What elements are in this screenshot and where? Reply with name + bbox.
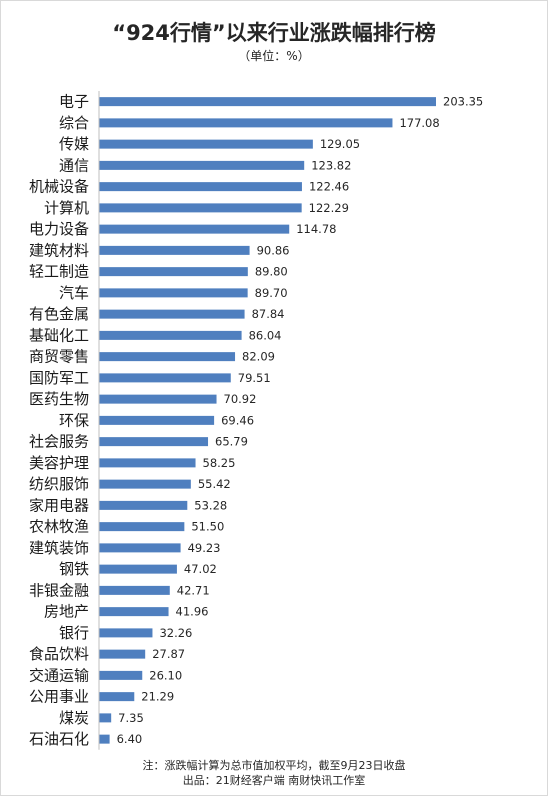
category-label: 农林牧渔 xyxy=(29,518,89,536)
value-label: 47.02 xyxy=(184,562,217,576)
category-label: 食品饮料 xyxy=(29,645,89,663)
value-label: 114.78 xyxy=(296,222,336,236)
bar-23 xyxy=(99,585,170,595)
value-label: 203.35 xyxy=(443,95,483,109)
bar-22 xyxy=(99,564,177,574)
category-label: 环保 xyxy=(59,411,89,429)
bar-14 xyxy=(99,394,217,404)
bar-19 xyxy=(99,500,188,510)
bar-26 xyxy=(99,649,146,659)
bar-28 xyxy=(99,692,135,702)
bar-11 xyxy=(99,330,242,340)
category-label: 医药生物 xyxy=(29,390,89,408)
bar-16 xyxy=(99,437,209,447)
value-label: 32.26 xyxy=(159,626,192,640)
bar-29 xyxy=(99,713,112,723)
bar-0 xyxy=(99,97,436,107)
bar-27 xyxy=(99,670,143,680)
category-label: 煤炭 xyxy=(59,709,89,727)
category-label: 综合 xyxy=(59,114,89,132)
value-label: 6.40 xyxy=(117,732,143,746)
footnote: 注：涨跌幅计算为总市值加权平均，截至9月23日收盘 xyxy=(142,759,406,772)
value-label: 82.09 xyxy=(242,350,275,364)
category-label: 公用事业 xyxy=(29,688,89,706)
bar-30 xyxy=(99,734,110,744)
bar-18 xyxy=(99,479,191,489)
value-label: 27.87 xyxy=(152,647,185,661)
bar-10 xyxy=(99,309,245,319)
bar-8 xyxy=(99,267,248,277)
value-label: 41.96 xyxy=(176,605,209,619)
bar-13 xyxy=(99,373,231,383)
category-label: 石油石化 xyxy=(29,730,89,748)
category-label: 传媒 xyxy=(59,135,89,153)
value-label: 55.42 xyxy=(198,477,231,491)
category-label: 美容护理 xyxy=(29,454,89,472)
bar-9 xyxy=(99,288,248,298)
value-label: 26.10 xyxy=(149,668,182,682)
category-label: 国防军工 xyxy=(29,369,89,387)
category-label: 建筑装饰 xyxy=(29,539,89,557)
value-label: 70.92 xyxy=(224,392,257,406)
value-label: 53.28 xyxy=(194,498,227,512)
bar-2 xyxy=(99,139,313,149)
category-label: 银行 xyxy=(59,624,89,642)
value-label: 79.51 xyxy=(238,371,271,385)
value-label: 90.86 xyxy=(257,243,290,257)
value-label: 65.79 xyxy=(215,435,248,449)
category-label: 房地产 xyxy=(44,603,89,621)
category-label: 钢铁 xyxy=(59,560,89,578)
value-label: 49.23 xyxy=(188,541,221,555)
value-label: 58.25 xyxy=(203,456,236,470)
value-label: 42.71 xyxy=(177,583,210,597)
category-label: 非银金融 xyxy=(29,581,89,599)
bar-7 xyxy=(99,245,250,255)
source-credit: 出品：21财经客户端 南财快讯工作室 xyxy=(182,774,366,787)
category-label: 汽车 xyxy=(59,284,89,302)
category-label: 纺织服饰 xyxy=(29,475,89,493)
value-label: 7.35 xyxy=(118,711,144,725)
category-label: 交通运输 xyxy=(29,666,89,684)
value-label: 122.29 xyxy=(309,201,349,215)
category-label: 通信 xyxy=(59,156,89,174)
bar-6 xyxy=(99,224,290,234)
value-label: 89.70 xyxy=(255,286,288,300)
value-label: 89.80 xyxy=(255,265,288,279)
bar-21 xyxy=(99,543,181,553)
value-label: 86.04 xyxy=(249,328,282,342)
bar-3 xyxy=(99,160,305,170)
category-label: 轻工制造 xyxy=(29,263,89,281)
value-label: 122.46 xyxy=(309,180,349,194)
chart-title: “924行情”以来行业涨跌幅排行榜 xyxy=(112,21,436,45)
bar-25 xyxy=(99,628,153,638)
value-label: 51.50 xyxy=(191,520,224,534)
category-label: 机械设备 xyxy=(29,178,89,196)
category-label: 家用电器 xyxy=(29,496,89,514)
value-label: 177.08 xyxy=(399,116,439,130)
bar-12 xyxy=(99,352,236,362)
bar-17 xyxy=(99,458,196,468)
value-label: 21.29 xyxy=(141,690,174,704)
bar-5 xyxy=(99,203,302,213)
value-label: 123.82 xyxy=(311,158,351,172)
value-label: 129.05 xyxy=(320,137,360,151)
bar-15 xyxy=(99,415,215,425)
category-label: 建筑材料 xyxy=(29,241,89,259)
bar-24 xyxy=(99,607,169,617)
bar-1 xyxy=(99,118,393,128)
category-label: 计算机 xyxy=(44,199,89,217)
category-label: 电子 xyxy=(59,93,89,111)
category-label: 电力设备 xyxy=(29,220,89,238)
category-label: 商贸零售 xyxy=(29,348,89,366)
category-label: 社会服务 xyxy=(29,433,89,451)
category-label: 有色金属 xyxy=(29,305,89,323)
value-label: 69.46 xyxy=(221,413,254,427)
chart-subtitle: （单位：%） xyxy=(238,49,310,63)
value-label: 87.84 xyxy=(252,307,285,321)
bar-20 xyxy=(99,522,185,532)
category-label: 基础化工 xyxy=(29,326,89,344)
bar-4 xyxy=(99,182,302,192)
